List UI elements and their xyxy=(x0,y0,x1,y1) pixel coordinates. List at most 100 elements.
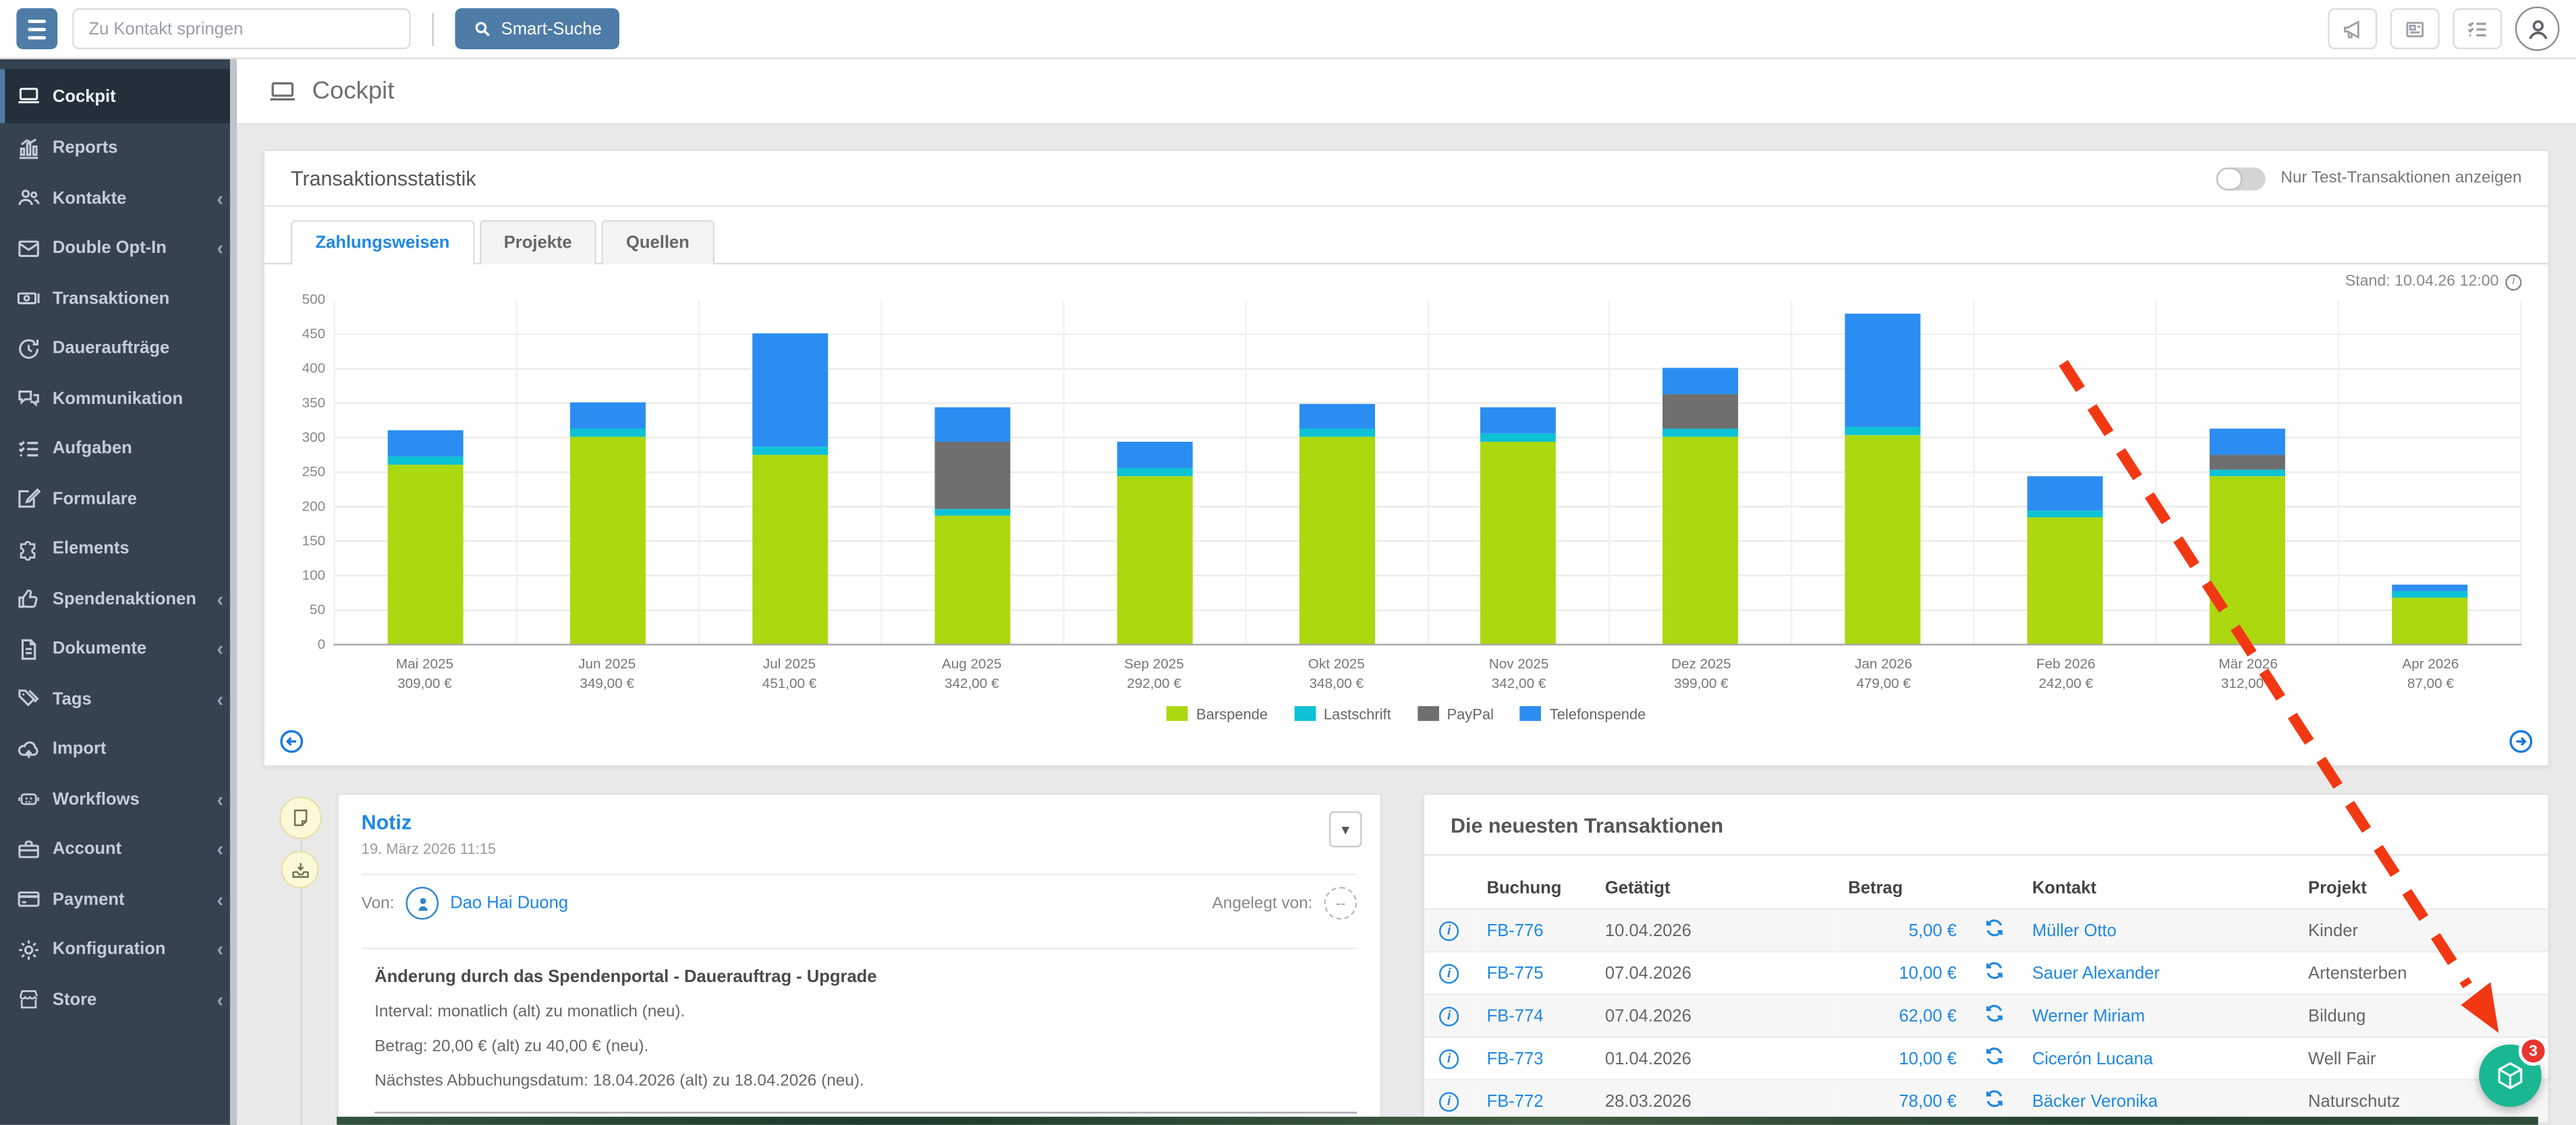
chat-widget-button[interactable]: 3 xyxy=(2479,1045,2542,1107)
note-type-link[interactable]: Notiz xyxy=(362,811,1357,834)
info-icon[interactable]: i xyxy=(1439,1006,1459,1026)
contact-link[interactable]: Bäcker Veronika xyxy=(2032,1091,2158,1111)
bar-segment-barspende xyxy=(2392,598,2467,643)
tab-projekte[interactable]: Projekte xyxy=(479,220,596,264)
bar-segment-barspende xyxy=(1299,436,1374,644)
bar-segment-telefonspende xyxy=(752,333,828,447)
hamburger-menu-button[interactable] xyxy=(16,8,57,49)
amount-link[interactable]: 62,00 € xyxy=(1899,1006,1957,1025)
cloudup-icon xyxy=(16,737,41,762)
bar-segment-lastschrift xyxy=(1845,427,1921,434)
sidebar-item-dauerauftraege[interactable]: Daueraufträge xyxy=(0,324,237,374)
booking-link[interactable]: FB-773 xyxy=(1487,1049,1544,1068)
bar-segment-lastschrift xyxy=(1299,430,1374,436)
test-transactions-toggle[interactable] xyxy=(2216,167,2266,190)
timeline-inbox-button[interactable] xyxy=(281,850,318,888)
sidebar-item-aufgaben[interactable]: Aufgaben xyxy=(0,424,237,473)
contact-link[interactable]: Cicerón Lucana xyxy=(2032,1049,2153,1068)
tab-quellen[interactable]: Quellen xyxy=(601,220,714,264)
angelegt-von-avatar[interactable]: -- xyxy=(1324,887,1357,920)
stacked-bar[interactable] xyxy=(2027,477,2103,644)
bar-segment-lastschrift xyxy=(2392,591,2467,598)
bar-segment-barspende xyxy=(1663,436,1739,644)
amount-link[interactable]: 10,00 € xyxy=(1899,1049,1957,1068)
smart-search-button[interactable]: Smart-Suche xyxy=(455,8,619,49)
sidebar-item-formulare[interactable]: Formulare xyxy=(0,473,237,523)
stacked-bar[interactable] xyxy=(1299,404,1374,644)
x-label-total: 479,00 € xyxy=(1792,674,1974,694)
sidebar-item-store[interactable]: Store‹ xyxy=(0,975,237,1025)
amount-link[interactable]: 78,00 € xyxy=(1899,1091,1957,1111)
contact-link[interactable]: Müller Otto xyxy=(2032,921,2117,940)
sidebar-item-label: Payment xyxy=(53,890,125,909)
note-line: Nächstes Abbuchungsdatum: 18.04.2026 (al… xyxy=(374,1072,1357,1091)
envelope-icon xyxy=(16,236,41,261)
news-button[interactable] xyxy=(2390,8,2440,49)
stacked-bar[interactable] xyxy=(752,333,828,643)
sidebar-item-reports[interactable]: Reports xyxy=(0,123,237,173)
project-cell: Kinder xyxy=(2295,909,2548,952)
stacked-bar[interactable] xyxy=(1845,314,1921,644)
amount-cell: 5,00 € xyxy=(1835,909,1970,952)
author-avatar[interactable] xyxy=(405,887,439,920)
sidebar-item-kommunikation[interactable]: Kommunikation xyxy=(0,374,237,424)
contact-link[interactable]: Sauer Alexander xyxy=(2032,963,2160,983)
note-dropdown-button[interactable]: ▼ xyxy=(1329,811,1362,848)
sidebar-item-spendenaktionen[interactable]: Spendenaktionen‹ xyxy=(0,574,237,624)
tab-zahlungsweisen[interactable]: Zahlungsweisen xyxy=(291,220,474,264)
sidebar-item-transaktionen[interactable]: Transaktionen xyxy=(0,273,237,323)
sidebar-scrollbar[interactable] xyxy=(230,59,237,1125)
chart-column xyxy=(1246,301,1428,644)
announcements-button[interactable] xyxy=(2328,8,2377,49)
tasks-button[interactable] xyxy=(2453,8,2502,49)
legend-label: Barspende xyxy=(1196,705,1268,722)
booking-link[interactable]: FB-775 xyxy=(1487,963,1544,983)
stacked-bar[interactable] xyxy=(934,408,1010,644)
timeline-note-button[interactable] xyxy=(279,797,321,839)
info-icon[interactable]: i xyxy=(1439,1049,1459,1068)
amount-link[interactable]: 5,00 € xyxy=(1909,921,1957,940)
sidebar-item-payment[interactable]: Payment‹ xyxy=(0,875,237,925)
booking-link[interactable]: FB-776 xyxy=(1487,921,1544,940)
stacked-bar[interactable] xyxy=(2392,584,2467,644)
chart-next-button[interactable] xyxy=(2509,729,2533,754)
booking-link[interactable]: FB-772 xyxy=(1487,1091,1544,1111)
stacked-bar[interactable] xyxy=(388,430,464,643)
sidebar-item-double-opt-in[interactable]: Double Opt-In‹ xyxy=(0,223,237,273)
info-icon[interactable]: i xyxy=(1439,921,1459,940)
contact-link[interactable]: Werner Miriam xyxy=(2032,1006,2145,1025)
x-label: Okt 2025348,00 € xyxy=(1245,645,1428,694)
sidebar-item-dokumente[interactable]: Dokumente‹ xyxy=(0,624,237,674)
bar-segment-lastschrift xyxy=(2210,469,2285,475)
legend-label: PayPal xyxy=(1447,705,1494,722)
chart-prev-button[interactable] xyxy=(279,729,304,754)
inbox-icon xyxy=(290,860,310,879)
stacked-bar[interactable] xyxy=(1117,442,1192,644)
stacked-bar[interactable] xyxy=(2210,428,2285,643)
info-icon[interactable]: i xyxy=(1439,1092,1459,1112)
user-avatar[interactable] xyxy=(2515,7,2560,51)
chart-column xyxy=(517,301,700,644)
search-input[interactable] xyxy=(72,8,411,49)
sidebar-item-cockpit[interactable]: Cockpit xyxy=(0,69,237,123)
sidebar-item-tags[interactable]: Tags‹ xyxy=(0,674,237,724)
sidebar-item-label: Transaktionen xyxy=(53,289,169,308)
chart-column xyxy=(1611,301,1793,644)
stacked-bar[interactable] xyxy=(1663,368,1739,643)
note-line: Betrag: 20,00 € (alt) zu 40,00 € (neu). xyxy=(374,1038,1357,1056)
info-icon[interactable]: i xyxy=(2505,273,2521,289)
sidebar-item-konfiguration[interactable]: Konfiguration‹ xyxy=(0,925,237,975)
info-icon[interactable]: i xyxy=(1439,964,1459,983)
sidebar-item-kontakte[interactable]: Kontakte‹ xyxy=(0,173,237,223)
laptop-icon xyxy=(268,76,298,106)
note-author-link[interactable]: Dao Hai Duong xyxy=(450,894,568,913)
sidebar-item-workflows[interactable]: Workflows‹ xyxy=(0,774,237,824)
stacked-bar[interactable] xyxy=(1481,408,1557,644)
booking-link[interactable]: FB-774 xyxy=(1487,1006,1544,1025)
sidebar-item-elements[interactable]: Elements xyxy=(0,524,237,574)
chevron-left-icon: ‹ xyxy=(217,940,223,959)
stacked-bar[interactable] xyxy=(570,403,646,644)
amount-link[interactable]: 10,00 € xyxy=(1899,963,1957,983)
sidebar-item-import[interactable]: Import xyxy=(0,724,237,774)
sidebar-item-account[interactable]: Account‹ xyxy=(0,824,237,874)
